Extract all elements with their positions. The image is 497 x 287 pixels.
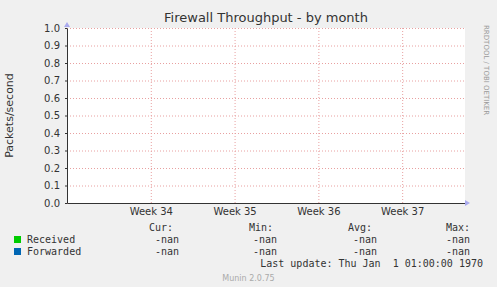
chart: Week 34 Week 35 Week 36 Week 37 0.0 0.1 0.2 0.3…	[0, 0, 497, 287]
background	[0, 0, 497, 287]
legend-stat: -nan	[353, 234, 377, 245]
grid-line	[67, 28, 465, 29]
tick: 0.0	[44, 198, 67, 209]
tick: 0.2	[44, 163, 67, 174]
legend-header: Min:	[249, 222, 273, 233]
tick-label: Week 36	[297, 206, 340, 217]
legend-label: Forwarded	[27, 246, 81, 257]
grid-line	[402, 28, 403, 203]
tick-label: 0.0	[44, 198, 60, 209]
axis-arrow	[64, 22, 70, 27]
tick-mark	[65, 186, 67, 187]
tick-label: 0.3	[44, 145, 60, 156]
tick-label: 0.8	[44, 58, 60, 69]
legend-swatch	[14, 236, 21, 243]
tick-mark	[65, 133, 67, 134]
tick-label: 0.6	[44, 93, 60, 104]
legend-header: Max:	[446, 222, 470, 233]
legend-stat: -nan	[253, 234, 277, 245]
tick: 0.9	[44, 40, 67, 51]
tick-mark	[65, 81, 67, 82]
grid-line	[318, 28, 319, 203]
footer: Munin 2.0.75	[222, 274, 274, 283]
tick-mark	[65, 168, 67, 169]
tick-mark	[65, 28, 67, 29]
y-axis-title: Packets/second	[3, 73, 16, 158]
tick: 0.4	[44, 128, 67, 139]
tick: Week 37	[381, 203, 424, 217]
tick: Week 35	[213, 203, 256, 217]
legend: Cur:Min:Avg:Max:Received-nan-nan-nan-nan…	[14, 222, 470, 257]
tick-label: Week 37	[381, 206, 424, 217]
tick: 0.8	[44, 58, 67, 69]
grid-line	[67, 186, 465, 187]
tick: Week 34	[130, 203, 173, 217]
legend-header: Avg:	[348, 222, 372, 233]
grid-line	[67, 98, 465, 99]
x-axis: Week 34 Week 35 Week 36 Week 37	[68, 203, 466, 217]
last-update: Last update: Thu Jan 1 01:00:00 1970	[260, 258, 483, 269]
tick: 0.3	[44, 145, 67, 156]
grid-line	[67, 133, 465, 134]
grid-line	[67, 46, 465, 47]
tick-mark	[65, 203, 67, 204]
tick-label: 0.2	[44, 163, 60, 174]
grid-line	[67, 63, 465, 64]
legend-stat: -nan	[253, 246, 277, 257]
tick-label: 0.4	[44, 128, 60, 139]
tick: 1.0	[44, 23, 67, 34]
tick-mark	[65, 63, 67, 64]
tick-label: 0.1	[44, 180, 60, 191]
legend-stat: -nan	[446, 234, 470, 245]
grid-line	[67, 168, 465, 169]
title: Firewall Throughput - by month	[164, 10, 368, 25]
tick-mark	[65, 151, 67, 152]
y-axis: 0.0 0.1 0.2 0.3 0.4 0.5 0.6 0.7 0.8 0.9 1.0	[44, 23, 67, 209]
tick: 0.1	[44, 180, 67, 191]
legend-stat: -nan	[353, 246, 377, 257]
tick-label: Week 35	[213, 206, 256, 217]
axis-arrow	[465, 200, 470, 206]
tick-label: 0.7	[44, 75, 60, 86]
grid	[67, 28, 465, 204]
tick-mark	[65, 98, 67, 99]
grid-line	[235, 28, 236, 203]
tick-label: 0.5	[44, 110, 60, 121]
tick: 0.7	[44, 75, 67, 86]
plot-area	[67, 28, 465, 203]
grid-line	[151, 28, 152, 203]
tick: 0.6	[44, 93, 67, 104]
tick-mark	[65, 116, 67, 117]
tick: 0.5	[44, 110, 67, 121]
tick-label: 1.0	[44, 23, 60, 34]
tick-label: 0.9	[44, 40, 60, 51]
legend-stat: -nan	[446, 246, 470, 257]
legend-header: Cur:	[149, 222, 173, 233]
x-axis-line	[68, 203, 466, 204]
tick-label: Week 34	[130, 206, 173, 217]
legend-swatch	[14, 248, 21, 255]
tick-mark	[65, 46, 67, 47]
grid-line	[67, 116, 465, 117]
side-text: RRDTOOL / TOBI OETIKER	[482, 25, 490, 115]
grid-line	[67, 151, 465, 152]
y-axis-line	[67, 29, 68, 204]
tick: Week 36	[297, 203, 340, 217]
legend-stat: -nan	[155, 234, 179, 245]
legend-stat: -nan	[155, 246, 179, 257]
grid-line	[67, 203, 465, 204]
grid-line	[67, 81, 465, 82]
legend-label: Received	[27, 234, 75, 245]
